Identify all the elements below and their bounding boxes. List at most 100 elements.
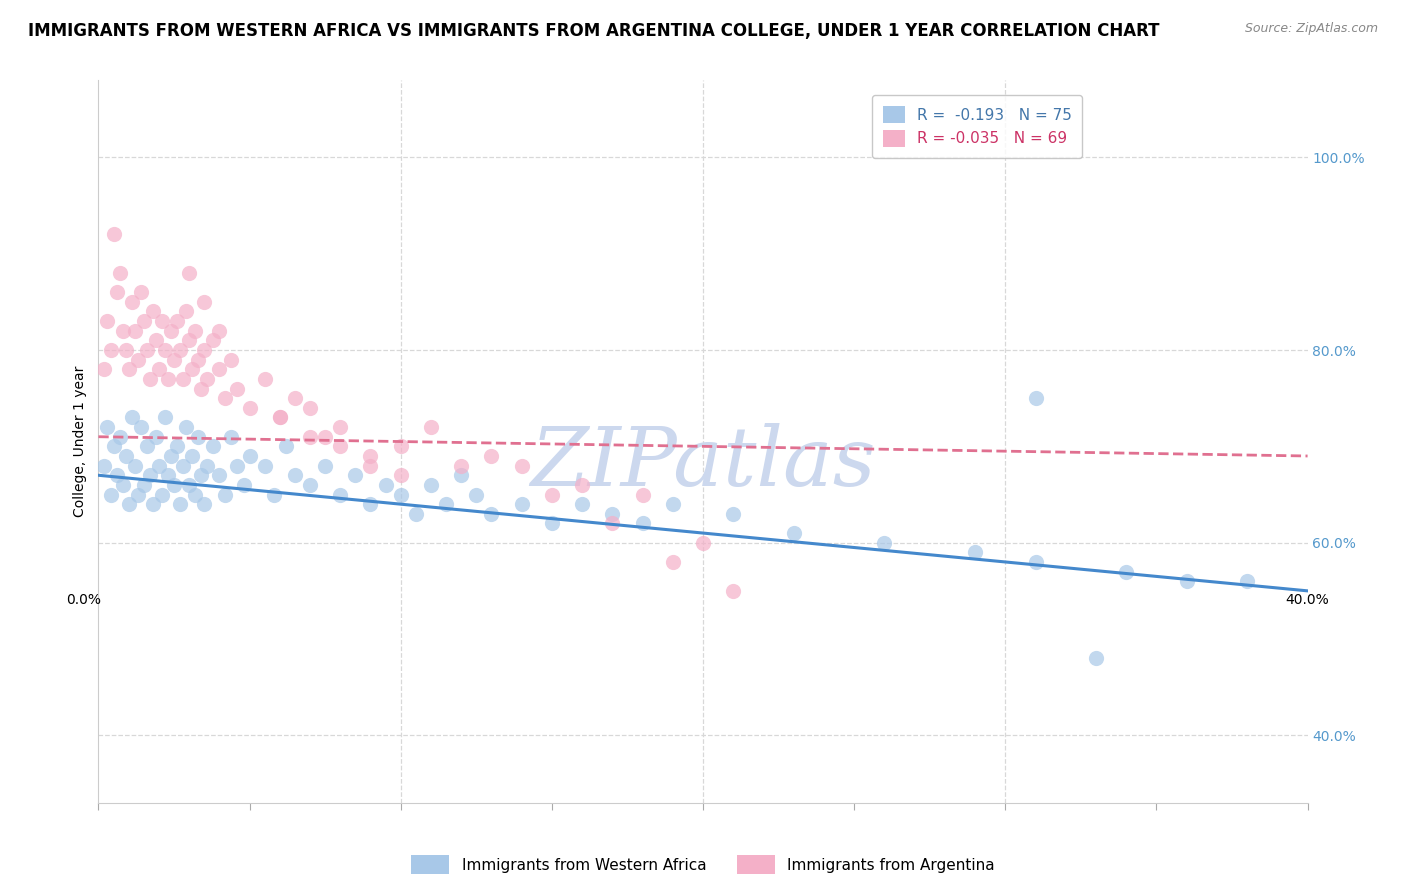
Point xyxy=(239,401,262,415)
Point xyxy=(284,391,307,405)
Point xyxy=(142,304,165,318)
Point xyxy=(360,458,382,473)
Point xyxy=(111,478,134,492)
Point xyxy=(202,334,225,348)
Point xyxy=(124,324,146,338)
Point xyxy=(263,487,285,501)
Point xyxy=(187,430,209,444)
Point xyxy=(571,478,593,492)
Point xyxy=(510,458,533,473)
Point xyxy=(214,487,236,501)
Point xyxy=(174,420,197,434)
Text: 40.0%: 40.0% xyxy=(1285,593,1330,607)
Point xyxy=(214,391,236,405)
Point xyxy=(450,458,472,473)
Point xyxy=(172,372,194,386)
Text: ZIPatlas: ZIPatlas xyxy=(530,423,876,503)
Point xyxy=(329,487,352,501)
Point xyxy=(145,430,167,444)
Point xyxy=(156,468,179,483)
Point xyxy=(239,449,262,463)
Point xyxy=(329,439,352,453)
Point xyxy=(193,343,215,357)
Point xyxy=(434,497,457,511)
Point xyxy=(129,420,152,434)
Point xyxy=(156,372,179,386)
Point xyxy=(389,487,412,501)
Point xyxy=(389,468,412,483)
Legend: R =  -0.193   N = 75, R = -0.035   N = 69: R = -0.193 N = 75, R = -0.035 N = 69 xyxy=(872,95,1083,158)
Point xyxy=(127,352,149,367)
Point xyxy=(1115,565,1137,579)
Point xyxy=(1085,651,1108,665)
Point xyxy=(269,410,291,425)
Point xyxy=(299,430,322,444)
Point xyxy=(108,430,131,444)
Point xyxy=(208,468,231,483)
Point xyxy=(190,468,212,483)
Point xyxy=(96,314,118,328)
Point xyxy=(465,487,488,501)
Point xyxy=(661,555,683,569)
Point xyxy=(148,362,170,376)
Point xyxy=(202,439,225,453)
Point xyxy=(139,372,162,386)
Point xyxy=(93,362,115,376)
Point xyxy=(1024,555,1046,569)
Point xyxy=(602,507,624,521)
Point xyxy=(631,487,654,501)
Point xyxy=(114,449,136,463)
Point xyxy=(299,478,322,492)
Point xyxy=(344,468,367,483)
Point xyxy=(253,458,276,473)
Point xyxy=(190,382,212,396)
Point xyxy=(208,324,231,338)
Point xyxy=(661,497,683,511)
Point xyxy=(571,497,593,511)
Text: IMMIGRANTS FROM WESTERN AFRICA VS IMMIGRANTS FROM ARGENTINA COLLEGE, UNDER 1 YEA: IMMIGRANTS FROM WESTERN AFRICA VS IMMIGR… xyxy=(28,22,1160,40)
Point xyxy=(118,362,141,376)
Point xyxy=(723,507,745,521)
Point xyxy=(420,478,443,492)
Point xyxy=(148,458,170,473)
Point xyxy=(169,497,191,511)
Point xyxy=(269,410,291,425)
Point xyxy=(314,430,336,444)
Point xyxy=(187,352,209,367)
Point xyxy=(195,458,218,473)
Point xyxy=(232,478,254,492)
Point xyxy=(103,439,125,453)
Point xyxy=(169,343,191,357)
Point xyxy=(420,420,443,434)
Point xyxy=(374,478,396,492)
Point xyxy=(100,343,122,357)
Point xyxy=(329,420,352,434)
Point xyxy=(510,497,533,511)
Point xyxy=(184,324,207,338)
Point xyxy=(166,314,188,328)
Point xyxy=(193,497,215,511)
Point xyxy=(314,458,336,473)
Point xyxy=(135,439,157,453)
Point xyxy=(450,468,472,483)
Point xyxy=(481,507,503,521)
Text: Source: ZipAtlas.com: Source: ZipAtlas.com xyxy=(1244,22,1378,36)
Point xyxy=(121,410,143,425)
Point xyxy=(142,497,165,511)
Point xyxy=(160,324,183,338)
Point xyxy=(692,535,714,549)
Point xyxy=(174,304,197,318)
Point xyxy=(184,487,207,501)
Point xyxy=(1236,574,1258,589)
Point xyxy=(132,314,155,328)
Point xyxy=(873,535,896,549)
Point xyxy=(150,487,173,501)
Point xyxy=(132,478,155,492)
Point xyxy=(540,487,562,501)
Point xyxy=(127,487,149,501)
Point xyxy=(103,227,125,242)
Point xyxy=(108,266,131,280)
Point xyxy=(783,526,806,541)
Point xyxy=(284,468,307,483)
Point xyxy=(163,478,186,492)
